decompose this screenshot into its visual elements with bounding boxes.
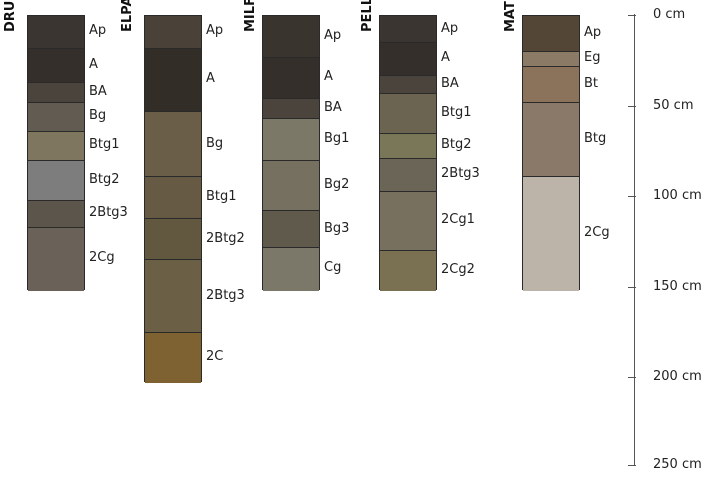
horizon-label: Btg2 bbox=[89, 171, 120, 187]
depth-scale-axis bbox=[634, 14, 635, 466]
horizon-layer bbox=[523, 16, 579, 53]
horizon-label: Ap bbox=[441, 20, 459, 36]
horizon-label: A bbox=[324, 69, 333, 85]
horizon-label: Bg bbox=[206, 135, 224, 151]
horizon-label: Bt bbox=[584, 75, 599, 91]
horizon-label: 2C bbox=[206, 349, 224, 365]
horizon-label: Btg1 bbox=[441, 104, 472, 120]
horizon-label: Bg1 bbox=[324, 130, 350, 146]
depth-tick-label: 150 cm bbox=[653, 278, 702, 294]
depth-tick bbox=[628, 377, 636, 378]
horizon-label: A bbox=[89, 56, 98, 72]
horizon-layer bbox=[145, 332, 201, 384]
profile-column-drummer bbox=[27, 15, 85, 292]
profile-column-pella bbox=[379, 15, 437, 292]
horizon-layer bbox=[28, 160, 84, 201]
horizon-layer bbox=[145, 48, 201, 112]
horizon-layer bbox=[145, 218, 201, 261]
profile-column-matherton bbox=[522, 15, 580, 292]
profile-name-elpaso: ELPASO bbox=[120, 0, 135, 32]
profile-name-milford: MILFORD bbox=[243, 0, 258, 32]
horizon-layer bbox=[28, 131, 84, 161]
horizon-layer bbox=[145, 16, 201, 49]
horizon-layer bbox=[380, 191, 436, 252]
horizon-label: 2Cg2 bbox=[441, 262, 475, 278]
profile-name-drummer: DRUMMER bbox=[3, 0, 18, 32]
profile-name-pella: PELLA bbox=[360, 0, 375, 32]
horizon-layer bbox=[523, 177, 579, 292]
horizon-layer bbox=[28, 16, 84, 49]
depth-tick bbox=[628, 196, 636, 197]
horizon-layer bbox=[380, 16, 436, 44]
horizon-label: Bg2 bbox=[324, 177, 350, 193]
depth-tick bbox=[628, 286, 636, 288]
horizon-layer bbox=[380, 43, 436, 76]
horizon-label: Btg bbox=[584, 130, 607, 146]
horizon-layer bbox=[263, 16, 319, 58]
horizon-layer bbox=[523, 66, 579, 103]
horizon-label: Bg bbox=[89, 108, 107, 124]
horizon-label: Cg bbox=[324, 260, 342, 276]
profile-name-matherton: MATHERTON bbox=[503, 0, 518, 32]
depth-tick-label: 50 cm bbox=[653, 97, 694, 113]
profile-column-milford bbox=[262, 15, 320, 292]
horizon-label: Ap bbox=[206, 23, 224, 39]
profile-column-elpaso bbox=[144, 15, 202, 384]
horizon-layer bbox=[380, 133, 436, 159]
horizon-label: Ap bbox=[89, 23, 107, 39]
horizon-label: Btg2 bbox=[441, 137, 472, 153]
horizon-layer bbox=[145, 260, 201, 333]
horizon-layer bbox=[380, 93, 436, 134]
horizon-layer bbox=[145, 177, 201, 219]
horizon-layer bbox=[28, 48, 84, 83]
horizon-label: BA bbox=[441, 75, 459, 91]
horizon-label: Bg3 bbox=[324, 220, 350, 236]
horizon-layer bbox=[28, 227, 84, 292]
depth-tick-label: 100 cm bbox=[653, 188, 702, 203]
horizon-label: Ap bbox=[584, 25, 602, 41]
horizon-label: Btg1 bbox=[206, 188, 237, 204]
horizon-layer bbox=[28, 102, 84, 132]
depth-tick bbox=[628, 465, 636, 466]
horizon-label: BA bbox=[89, 83, 107, 99]
horizon-layer bbox=[263, 211, 319, 248]
horizon-layer bbox=[380, 75, 436, 94]
horizon-label: Btg1 bbox=[89, 137, 120, 153]
horizon-layer bbox=[263, 160, 319, 212]
horizon-label: Eg bbox=[584, 50, 601, 66]
horizon-label: 2Btg3 bbox=[206, 287, 245, 303]
horizon-layer bbox=[263, 247, 319, 292]
horizon-layer bbox=[380, 158, 436, 192]
horizon-layer bbox=[523, 52, 579, 67]
depth-tick-label: 200 cm bbox=[653, 369, 702, 384]
depth-tick bbox=[628, 105, 636, 107]
horizon-layer bbox=[263, 119, 319, 161]
horizon-label: A bbox=[206, 71, 215, 87]
depth-tick-label: 0 cm bbox=[653, 7, 686, 22]
horizon-label: 2Cg1 bbox=[441, 212, 475, 228]
horizon-layer bbox=[523, 102, 579, 178]
horizon-label: A bbox=[441, 50, 450, 66]
horizon-label: 2Btg2 bbox=[206, 230, 245, 246]
horizon-label: 2Btg3 bbox=[441, 166, 480, 182]
horizon-layer bbox=[263, 57, 319, 100]
horizon-label: 2Cg bbox=[584, 225, 610, 241]
horizon-layer bbox=[145, 111, 201, 178]
depth-tick-label: 250 cm bbox=[653, 457, 702, 472]
horizon-label: BA bbox=[324, 100, 342, 116]
horizon-layer bbox=[28, 200, 84, 228]
horizon-label: 2Cg bbox=[89, 250, 115, 266]
horizon-layer bbox=[28, 82, 84, 103]
horizon-label: 2Btg3 bbox=[89, 205, 128, 221]
horizon-label: Ap bbox=[324, 27, 342, 43]
depth-tick bbox=[628, 15, 636, 16]
horizon-layer bbox=[263, 99, 319, 120]
horizon-layer bbox=[380, 251, 436, 292]
